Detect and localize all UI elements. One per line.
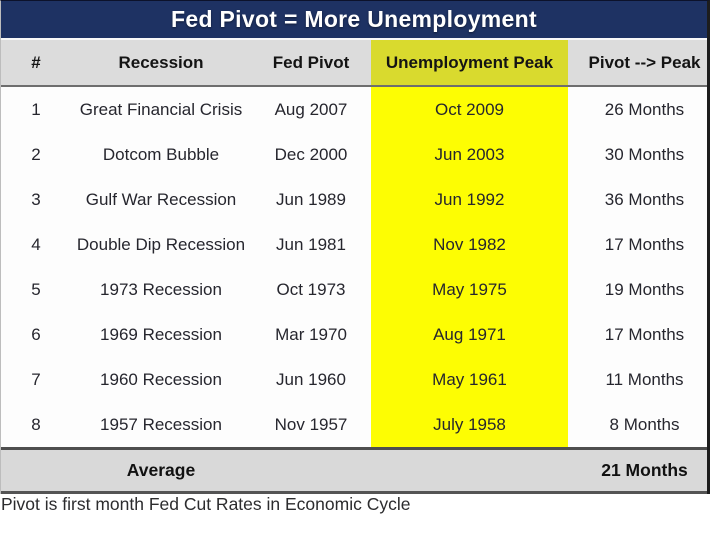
recession-cell: 1957 Recession <box>100 414 222 434</box>
pivot-to-peak-cell: 17 Months <box>604 234 685 254</box>
fed-pivot-cell: Jun 1960 <box>276 369 346 389</box>
table-row: 5 1973 Recession Oct 1973 May 1975 19 Mo… <box>1 267 707 312</box>
recession-cell: Great Financial Crisis <box>79 99 243 119</box>
row-number-cell: 6 <box>31 324 41 344</box>
unemployment-peak-cell: Oct 2009 <box>371 87 568 132</box>
pivot-to-peak-cell: 19 Months <box>604 279 685 299</box>
header-fed-pivot: Fed Pivot <box>272 52 350 72</box>
header-recession: Recession <box>118 52 204 72</box>
row-number-cell: 5 <box>31 279 41 299</box>
recession-cell: Gulf War Recession <box>85 189 237 209</box>
average-spacer <box>371 450 568 491</box>
header-number: # <box>31 52 41 72</box>
fed-pivot-cell: Jun 1989 <box>276 189 346 209</box>
header-unemployment-peak: Unemployment Peak <box>371 40 568 85</box>
table-header-row: # Recession Fed Pivot Unemployment Peak … <box>1 40 707 87</box>
row-number-cell: 2 <box>31 144 41 164</box>
row-number-cell: 4 <box>31 234 41 254</box>
pivot-to-peak-cell: 26 Months <box>604 99 685 119</box>
unemployment-peak-cell: Nov 1982 <box>371 222 568 267</box>
table-row: 8 1957 Recession Nov 1957 July 1958 8 Mo… <box>1 402 707 447</box>
unemployment-peak-cell: Aug 1971 <box>371 312 568 357</box>
recession-cell: 1969 Recession <box>100 324 222 344</box>
row-number-cell: 3 <box>31 189 41 209</box>
recession-cell: 1973 Recession <box>100 279 222 299</box>
unemployment-peak-cell: Jun 2003 <box>371 132 568 177</box>
average-spacer <box>251 450 371 491</box>
table-body: 1 Great Financial Crisis Aug 2007 Oct 20… <box>1 87 707 447</box>
fed-pivot-cell: Oct 1973 <box>276 279 346 299</box>
pivot-to-peak-cell: 8 Months <box>609 414 680 434</box>
table-row: 6 1969 Recession Mar 1970 Aug 1971 17 Mo… <box>1 312 707 357</box>
fed-pivot-cell: Jun 1981 <box>276 234 346 254</box>
fed-pivot-cell: Aug 2007 <box>274 99 348 119</box>
fed-pivot-cell: Dec 2000 <box>274 144 348 164</box>
unemployment-peak-cell: May 1961 <box>371 357 568 402</box>
average-label: Average <box>126 460 196 480</box>
table-row: 3 Gulf War Recession Jun 1989 Jun 1992 3… <box>1 177 707 222</box>
table-row: 4 Double Dip Recession Jun 1981 Nov 1982… <box>1 222 707 267</box>
table-title-bar: Fed Pivot = More Unemployment <box>1 1 707 40</box>
average-spacer <box>1 450 71 491</box>
average-value: 21 Months <box>601 460 688 480</box>
row-number-cell: 7 <box>31 369 41 389</box>
recession-cell: Dotcom Bubble <box>102 144 220 164</box>
pivot-to-peak-cell: 30 Months <box>604 144 685 164</box>
recession-cell: Double Dip Recession <box>76 234 246 254</box>
table-row: 7 1960 Recession Jun 1960 May 1961 11 Mo… <box>1 357 707 402</box>
unemployment-peak-cell: May 1975 <box>371 267 568 312</box>
pivot-to-peak-cell: 17 Months <box>604 324 685 344</box>
row-number-cell: 8 <box>31 414 41 434</box>
table-title: Fed Pivot = More Unemployment <box>171 6 537 32</box>
average-row: Average 21 Months <box>1 447 707 494</box>
fed-pivot-cell: Mar 1970 <box>275 324 347 344</box>
row-number-cell: 1 <box>31 99 41 119</box>
table-row: 1 Great Financial Crisis Aug 2007 Oct 20… <box>1 87 707 132</box>
recession-cell: 1960 Recession <box>100 369 222 389</box>
fed-pivot-table: Fed Pivot = More Unemployment # Recessio… <box>0 0 710 494</box>
fed-pivot-cell: Nov 1957 <box>274 414 348 434</box>
unemployment-peak-cell: July 1958 <box>371 402 568 447</box>
pivot-to-peak-cell: 11 Months <box>605 369 684 389</box>
table-row: 2 Dotcom Bubble Dec 2000 Jun 2003 30 Mon… <box>1 132 707 177</box>
pivot-to-peak-cell: 36 Months <box>604 189 685 209</box>
footnote-text: Pivot is first month Fed Cut Rates in Ec… <box>1 494 411 514</box>
header-pivot-to-peak: Pivot --> Peak <box>588 52 701 72</box>
unemployment-peak-cell: Jun 1992 <box>371 177 568 222</box>
